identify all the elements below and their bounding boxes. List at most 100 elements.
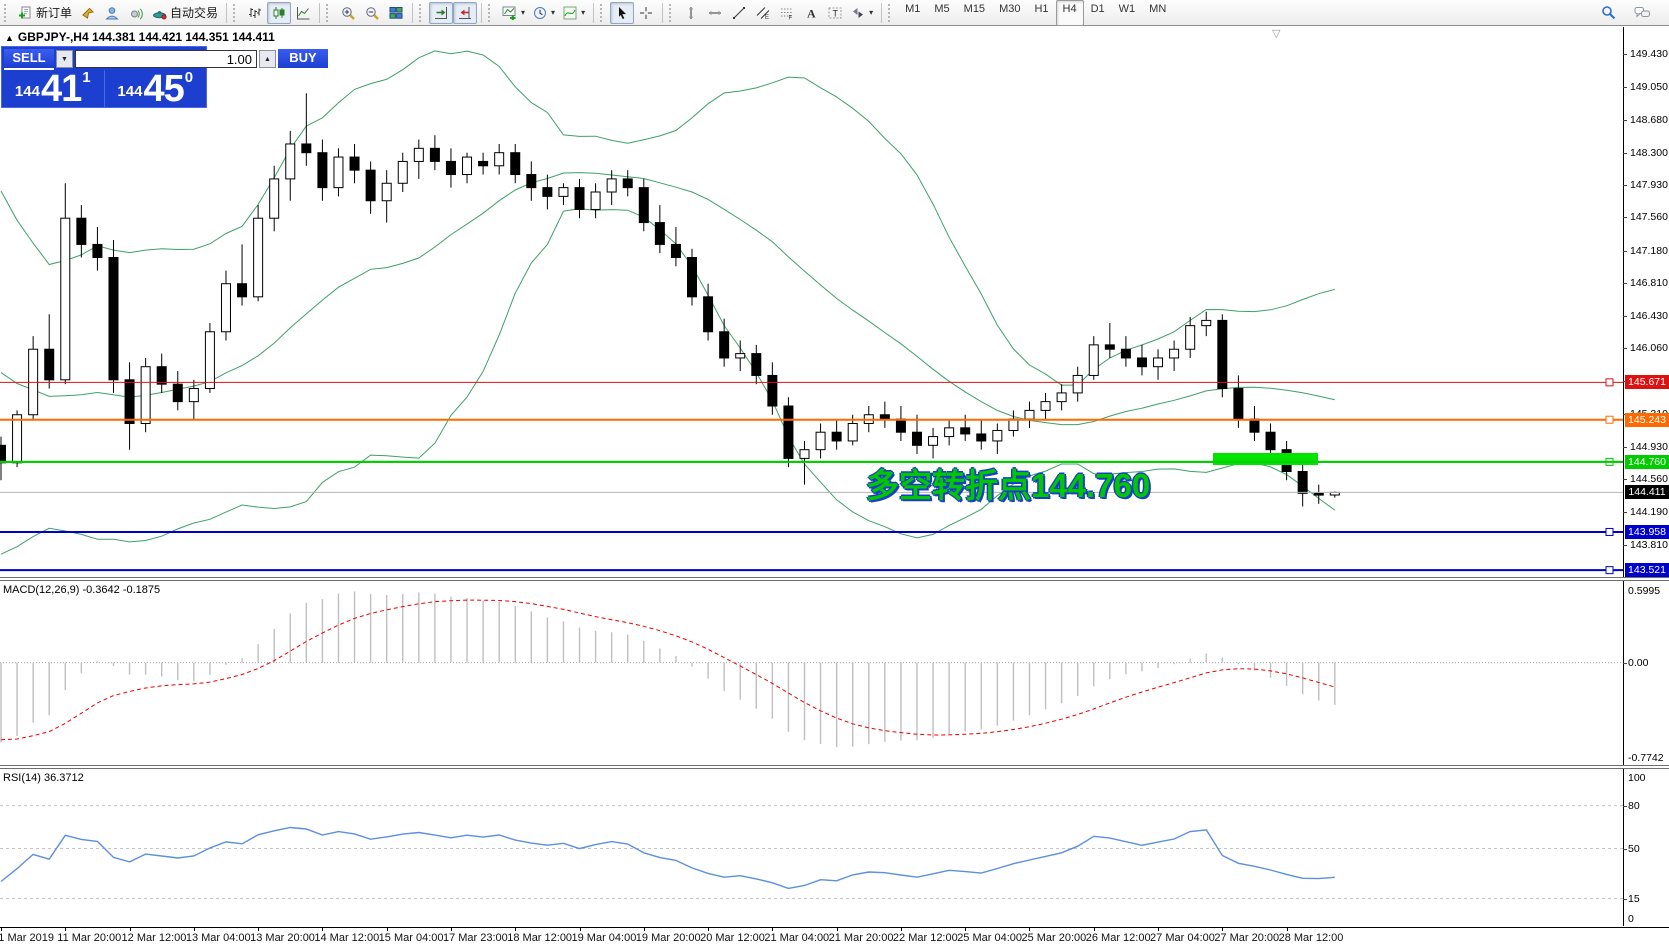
new-order-icon	[18, 6, 33, 20]
new-chart-button[interactable]: ▾	[498, 2, 529, 24]
price-tick-label: 146.060	[1630, 342, 1668, 355]
time-axis-tick	[1029, 928, 1031, 931]
text-label-button[interactable]: T	[823, 2, 847, 24]
toolbar-grip[interactable]	[488, 3, 495, 22]
highlight-rectangle[interactable]	[1213, 453, 1318, 465]
broadcast-button[interactable]	[124, 2, 148, 24]
text-button[interactable]: A	[799, 2, 823, 24]
zoom-out-button[interactable]	[360, 2, 384, 24]
rsi-level-label: 15	[1628, 892, 1640, 905]
tile-windows-button[interactable]	[384, 2, 408, 24]
chevron-down-icon[interactable]: ▾	[581, 8, 586, 17]
price-tick-label: 148.300	[1630, 146, 1668, 159]
chat-button[interactable]	[1630, 2, 1655, 24]
cursor-button[interactable]	[610, 1, 635, 24]
fibonacci-button[interactable]: F	[775, 2, 799, 24]
volume-input[interactable]	[75, 50, 257, 68]
sell-price-base: 144	[14, 83, 40, 100]
auto-scroll-button[interactable]	[429, 1, 454, 24]
timeframe-m1[interactable]: M1	[905, 2, 921, 15]
toolbar-grip[interactable]	[888, 3, 895, 22]
timeframe-m5[interactable]: M5	[934, 2, 950, 15]
rsi-pane[interactable]	[0, 770, 1669, 926]
chart-shift-button[interactable]	[453, 1, 478, 24]
timeframe-h4[interactable]: H4	[1055, 0, 1084, 26]
vertical-line-button[interactable]	[679, 2, 703, 24]
volume-increase-button[interactable]: ▲	[259, 50, 276, 68]
hline-price-label[interactable]: 143.521	[1625, 563, 1669, 578]
pane-separator[interactable]	[0, 577, 1669, 581]
line-chart-button[interactable]	[291, 2, 315, 24]
crosshair-button[interactable]	[634, 2, 658, 24]
timeframe-d1[interactable]: D1	[1090, 2, 1105, 15]
timeframe-m15[interactable]: M15	[963, 2, 986, 15]
time-axis-tick	[1093, 928, 1095, 931]
horizontal-line-button[interactable]	[703, 2, 727, 24]
community-button[interactable]	[76, 2, 100, 24]
zoom-in-button[interactable]	[336, 2, 360, 24]
hline-price-label[interactable]: 145.671	[1625, 375, 1669, 390]
bar-chart-button[interactable]	[243, 2, 267, 24]
channel-button[interactable]: E	[751, 2, 775, 24]
auto-trading-button[interactable]: 自动交易	[148, 2, 222, 24]
macd-zero-tick	[1623, 662, 1627, 664]
profiles-button[interactable]: ▾	[529, 2, 559, 24]
hline-price-label[interactable]: 144.760	[1625, 454, 1669, 469]
chevron-down-icon[interactable]: ▾	[551, 8, 556, 17]
price-axis-tick	[1623, 217, 1627, 219]
hline-price-label[interactable]: 145.243	[1625, 412, 1669, 427]
candlestick-chart-button[interactable]	[267, 1, 292, 24]
bollinger-lower-band[interactable]	[0, 208, 1336, 555]
chevron-down-icon[interactable]: ▾	[521, 8, 526, 17]
fibonacci-icon: F	[780, 6, 794, 20]
buy-button[interactable]: BUY	[278, 48, 328, 70]
price-tick-label: 143.810	[1630, 538, 1668, 551]
timeframe-w1[interactable]: W1	[1118, 2, 1136, 15]
channel-icon: E	[756, 6, 770, 20]
vline-icon	[684, 6, 698, 20]
indicators-button[interactable]: ▾	[559, 2, 589, 24]
timeframe-m30[interactable]: M30	[999, 2, 1021, 15]
time-axis-tick	[643, 928, 645, 931]
chart-annotation-text[interactable]: 多空转折点144.760	[866, 467, 1151, 504]
toolbar-grip[interactable]	[4, 3, 11, 22]
collapse-panel-icon[interactable]: ▲	[5, 33, 14, 43]
search-button[interactable]	[1596, 2, 1620, 24]
buy-price[interactable]: 144 45 0	[103, 69, 207, 108]
timeframe-h1[interactable]: H1	[1034, 2, 1049, 15]
new-order-button[interactable]: 新订单	[14, 2, 76, 24]
symbol-info-bar[interactable]: ▲ GBPJPY-,H4 144.381 144.421 144.351 144.…	[5, 30, 275, 44]
toolbar-grip[interactable]	[326, 3, 333, 22]
time-tick-label: 18 Mar 12:00	[507, 932, 573, 944]
time-tick-label: 19 Mar 20:00	[635, 932, 701, 944]
chevron-down-icon[interactable]: ▾	[869, 8, 874, 17]
pane-separator[interactable]	[0, 765, 1669, 769]
timeframe-mn[interactable]: MN	[1149, 2, 1167, 15]
bollinger-upper-band[interactable]	[0, 50, 1335, 386]
hline-price-label[interactable]: 143.958	[1625, 524, 1669, 539]
toolbar-separator	[662, 2, 664, 23]
svg-text:F: F	[789, 15, 793, 20]
toolbar-grip[interactable]	[233, 3, 240, 22]
horizontal-lines[interactable]	[0, 378, 1623, 575]
trendline-button[interactable]	[727, 2, 751, 24]
toolbar: 新订单 自动交易 ▾ ▾ ▾ E F A T ▾ M1 M5 M15 M30 H1 H4 D1 W1 MN	[0, 0, 1669, 26]
rsi-level-tick	[1623, 898, 1627, 900]
gold-arrow-icon	[81, 6, 95, 20]
sell-price[interactable]: 144 41 1	[2, 69, 104, 108]
macd-pane[interactable]	[0, 582, 1669, 766]
toolbar-grip[interactable]	[669, 3, 676, 22]
sell-button[interactable]: SELL	[4, 48, 54, 70]
volume-decrease-button[interactable]: ▼	[56, 50, 73, 68]
time-tick-label: 27 Mar 04:00	[1150, 932, 1215, 944]
profile-button[interactable]	[100, 2, 124, 24]
toolbar-separator	[881, 2, 883, 23]
arrows-button[interactable]: ▾	[847, 2, 877, 24]
main-chart[interactable]	[0, 27, 1669, 578]
toolbar-grip[interactable]	[600, 3, 607, 22]
chart-shift-marker-icon[interactable]: ▽	[1272, 28, 1281, 40]
toolbar-grip[interactable]	[419, 3, 426, 22]
rsi-level-tick	[1623, 805, 1627, 807]
bollinger-middle-band[interactable]	[0, 172, 1335, 426]
